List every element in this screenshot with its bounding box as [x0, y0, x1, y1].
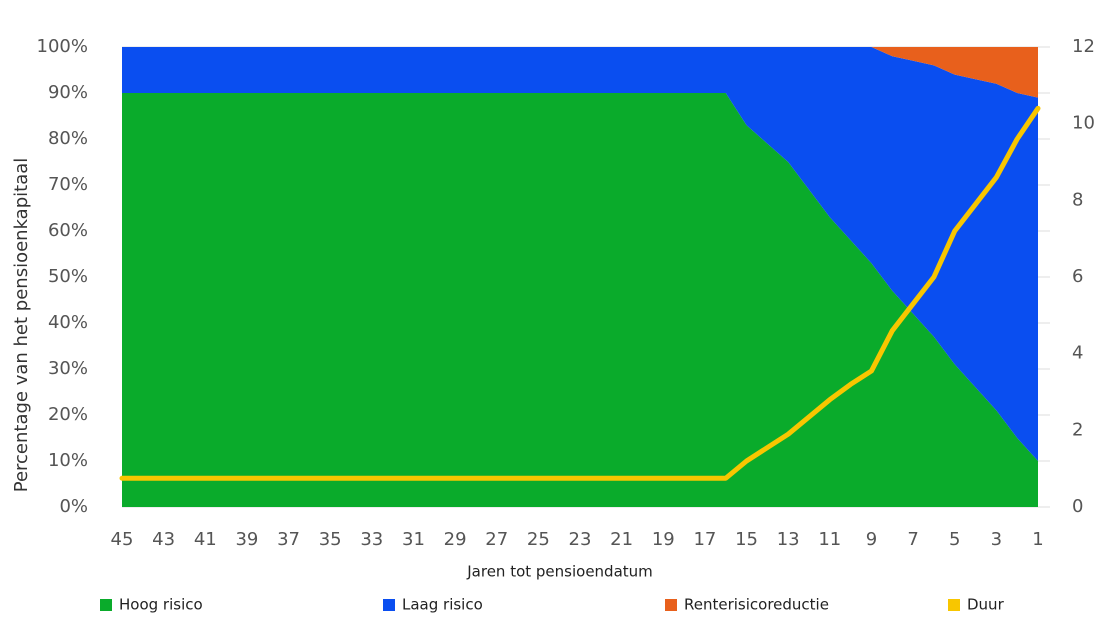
y-tick-label: 0%: [59, 496, 88, 517]
y2-tick-label: 6: [1072, 266, 1083, 287]
x-tick-label: 5: [949, 529, 960, 550]
y2-tick-label: 10: [1072, 113, 1095, 134]
x-tick-label: 45: [111, 529, 134, 550]
x-tick-label: 43: [152, 529, 175, 550]
y-axis-title: Percentage van het pensioenkapitaal: [11, 158, 32, 493]
legend-label: Renterisicoreductie: [684, 596, 829, 614]
area: [122, 47, 1038, 98]
y-tick-label: 60%: [48, 220, 88, 241]
x-tick-label: 15: [735, 529, 758, 550]
y2-tick-label: 8: [1072, 189, 1083, 210]
y-tick-label: 30%: [48, 358, 88, 379]
x-tick-label: 7: [907, 529, 918, 550]
y-tick-label: 80%: [48, 128, 88, 149]
x-tick-label: 25: [527, 529, 550, 550]
x-tick-label: 11: [818, 529, 841, 550]
x-tick-label: 21: [610, 529, 633, 550]
x-tick-label: 31: [402, 529, 425, 550]
y2-tick-label: 2: [1072, 419, 1083, 440]
legend-swatch: [665, 599, 677, 611]
y-tick-label: 70%: [48, 174, 88, 195]
y2-tick-label: 0: [1072, 496, 1083, 517]
x-tick-label: 29: [444, 529, 467, 550]
y-tick-label: 50%: [48, 266, 88, 287]
area: [122, 47, 1038, 461]
x-tick-label: 37: [277, 529, 300, 550]
legend-swatch: [100, 599, 112, 611]
y2-tick-label: 12: [1072, 36, 1095, 57]
x-tick-label: 27: [485, 529, 508, 550]
y-tick-label: 20%: [48, 404, 88, 425]
x-tick-label: 35: [319, 529, 342, 550]
x-tick-label: 17: [693, 529, 716, 550]
legend-label: Hoog risico: [119, 596, 203, 614]
y-tick-label: 40%: [48, 312, 88, 333]
x-tick-label: 13: [777, 529, 800, 550]
x-axis-title: Jaren tot pensioendatum: [466, 563, 653, 581]
y2-tick-label: 4: [1072, 343, 1083, 364]
x-tick-label: 33: [360, 529, 383, 550]
x-tick-label: 41: [194, 529, 217, 550]
x-tick-label: 39: [235, 529, 258, 550]
x-tick-label: 23: [569, 529, 592, 550]
legend-swatch: [383, 599, 395, 611]
legend-label: Duur: [967, 596, 1005, 614]
legend-swatch: [948, 599, 960, 611]
x-tick-label: 3: [991, 529, 1002, 550]
area: [122, 93, 1038, 507]
x-tick-label: 9: [866, 529, 877, 550]
x-tick-label: 19: [652, 529, 675, 550]
y-tick-label: 100%: [37, 36, 88, 57]
y-tick-label: 10%: [48, 450, 88, 471]
legend-label: Laag risico: [402, 596, 483, 614]
x-tick-label: 1: [1032, 529, 1043, 550]
y-tick-label: 90%: [48, 82, 88, 103]
line: [119, 105, 1041, 481]
